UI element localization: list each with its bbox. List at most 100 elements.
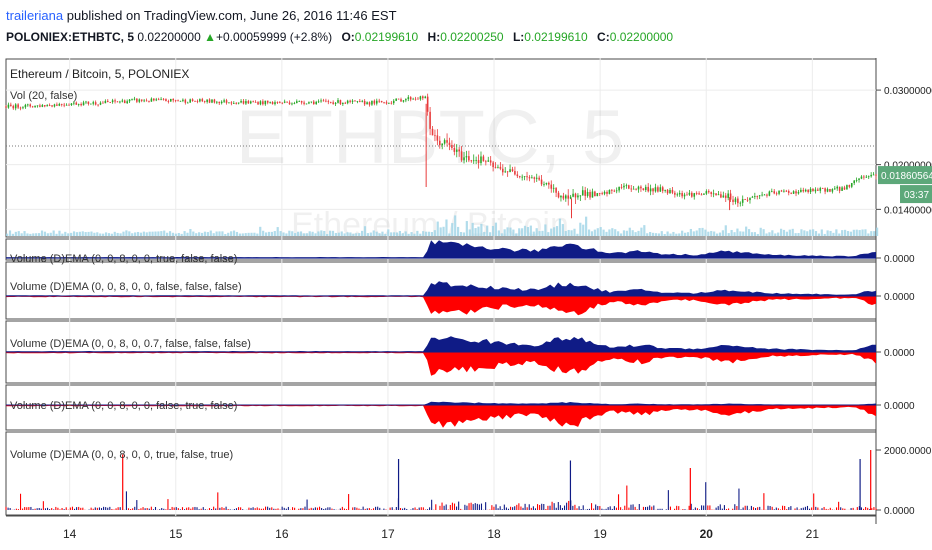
candle-body (412, 98, 414, 100)
candle-body (73, 102, 75, 104)
volume-bar (136, 231, 140, 236)
candle-body (538, 177, 540, 180)
candle-body (325, 100, 327, 102)
volume-bar (835, 229, 838, 236)
header: traileriana published on TradingView.com… (0, 0, 932, 58)
candle-body (683, 194, 686, 197)
volume-bar (358, 233, 361, 236)
candle-body (795, 191, 797, 194)
candle-body (584, 190, 586, 196)
volume-bar (410, 232, 413, 236)
volume-bar (439, 227, 442, 236)
candle-body (601, 193, 603, 194)
candle-body (780, 190, 783, 192)
candle-body (800, 189, 802, 192)
volume-bar (308, 231, 311, 236)
volume-bar (49, 232, 52, 236)
volume-bar (573, 228, 576, 236)
candle-body (572, 193, 574, 197)
candle-body (630, 188, 633, 190)
candle-body (39, 105, 41, 107)
volume-bar (771, 230, 774, 236)
volume-bar (43, 231, 47, 236)
candle-body (63, 104, 65, 106)
candle-body (545, 182, 548, 185)
volume-bar (17, 231, 20, 236)
volume-bar (477, 226, 480, 236)
candle-body (802, 189, 805, 192)
volume-bar (841, 230, 844, 236)
candle-body (603, 191, 606, 194)
candle-body (106, 100, 109, 102)
volume-bar (244, 233, 247, 236)
volume-bar (328, 230, 332, 236)
volume-bar (695, 230, 698, 236)
author-link[interactable]: traileriana (6, 8, 64, 23)
chart-area[interactable]: 14151617181920210.030000000.020000000.01… (0, 58, 932, 550)
candle-body (732, 199, 734, 202)
volume-bar (509, 227, 512, 236)
volume-bar (200, 232, 204, 236)
candle-body (543, 184, 545, 186)
candle-body (179, 100, 182, 102)
volume-bar (305, 233, 308, 236)
symbol-name[interactable]: POLONIEX:ETHBTC, 5 (6, 30, 135, 44)
candle-body (431, 128, 434, 136)
candle-body (114, 100, 116, 102)
volume-bar (707, 231, 710, 236)
volume-bar (747, 229, 751, 236)
volume-bar (20, 233, 23, 236)
candle-body (872, 174, 875, 176)
volume-bar (166, 232, 169, 236)
candle-body (77, 104, 80, 105)
candle-body (819, 188, 822, 191)
candle-body (579, 195, 582, 197)
candle-body (737, 198, 739, 204)
volume-bar (430, 232, 434, 236)
volume-bar (320, 230, 323, 236)
candle-body (346, 100, 349, 104)
candle-body (853, 180, 855, 184)
x-tick-label: 20 (700, 527, 714, 541)
volume-bar (733, 232, 736, 236)
volume-bar (154, 231, 157, 236)
candle-body (116, 101, 119, 103)
candle-body (834, 188, 836, 190)
volume-bar (218, 231, 221, 236)
candle-body (475, 160, 477, 161)
volume-bar (134, 232, 137, 236)
volume-bar (471, 222, 474, 236)
volume-bar (392, 232, 396, 236)
candle-body (783, 190, 785, 192)
candle-body (848, 185, 851, 187)
candle-body (148, 101, 150, 102)
candle-body (174, 100, 177, 102)
last-price-label: 0.01860564 (881, 171, 932, 182)
indicator-area-up (6, 281, 876, 296)
volume-bar (849, 231, 853, 236)
candle-body (804, 189, 807, 192)
volume-bar (791, 228, 794, 236)
candle-body (400, 99, 402, 102)
volume-bar (701, 227, 704, 236)
candle-body (628, 185, 630, 189)
volume-bar (489, 232, 492, 236)
volume-bar (107, 233, 111, 236)
candle-body (133, 98, 136, 100)
candle-body (128, 99, 131, 102)
low-label: L: (512, 30, 525, 44)
volume-bar (526, 226, 530, 236)
volume-bar (817, 233, 821, 236)
volume-bar (99, 233, 102, 236)
candle-body (649, 188, 652, 192)
volume-bar (122, 231, 125, 236)
volume-bar (599, 227, 602, 236)
candle-body (342, 102, 344, 105)
candle-body (441, 143, 444, 146)
candle-body (259, 101, 262, 105)
candle-body (254, 101, 257, 103)
candle-body (436, 135, 439, 141)
volume-bar (413, 233, 416, 236)
candle-body (194, 101, 196, 102)
candle-body (375, 100, 378, 104)
